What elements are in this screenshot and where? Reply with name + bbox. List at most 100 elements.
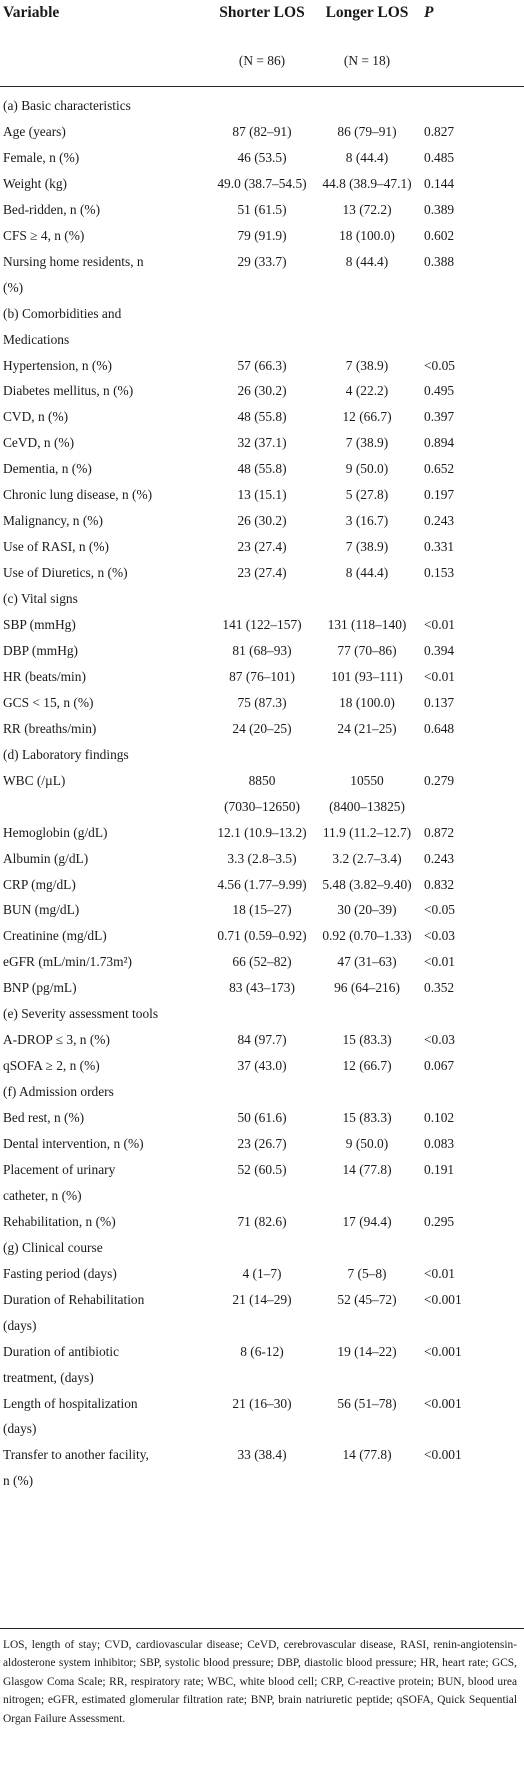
- variable-label: Duration of Rehabilitation: [3, 1291, 145, 1307]
- shorter-los-value: 32 (37.1): [237, 435, 287, 451]
- table-row: Age (years) 87 (82–91) 86 (79–91) 0.827: [0, 119, 524, 145]
- shorter-los-value: 12.1 (10.9–13.2): [217, 824, 307, 840]
- table-row: CRP (mg/dL) 4.56 (1.77–9.99) 5.48 (3.82–9.…: [0, 872, 524, 898]
- header-shorter-los: Shorter LOS: [219, 4, 305, 21]
- longer-los-value: 77 (70–86): [337, 642, 397, 658]
- variable-label: Hemoglobin (g/dL): [3, 824, 108, 840]
- variable-label: CeVD, n (%): [3, 435, 75, 451]
- table-row: CVD, n (%) 48 (55.8) 12 (66.7) 0.397: [0, 404, 524, 430]
- longer-los-value: 96 (64–216): [334, 980, 400, 996]
- table-row: CFS ≥ 4, n (%) 79 (91.9) 18 (100.0) 0.602: [0, 223, 524, 249]
- table-row: Hypertension, n (%) 57 (66.3) 7 (38.9) <0.0…: [0, 353, 524, 379]
- table-footnote: LOS, length of stay; CVD, cardiovascular…: [3, 1639, 517, 1725]
- p-value: <0.01: [424, 668, 455, 684]
- variable-label: CRP (mg/dL): [3, 876, 76, 892]
- table-row: Weight (kg) 49.0 (38.7–54.5) 44.8 (38.9–47…: [0, 171, 524, 197]
- table-row: Fasting period (days) 4 (1–7) 7 (5–8) <0.01: [0, 1261, 524, 1287]
- p-value: 0.153: [424, 565, 455, 581]
- shorter-los-value: 87 (76–101): [229, 668, 295, 684]
- shorter-los-value: 48 (55.8): [237, 409, 287, 425]
- variable-label: Albumin (g/dL): [3, 850, 89, 866]
- longer-los-value: 10550: [350, 772, 384, 788]
- variable-label: Dental intervention, n (%): [3, 1136, 144, 1151]
- shorter-los-value: 81 (68–93): [232, 642, 292, 658]
- section-row: (a) Basic characteristics: [0, 93, 524, 119]
- variable-label: HR (beats/min): [3, 668, 86, 684]
- shorter-los-value: 23 (27.4): [237, 539, 287, 555]
- variable-label: Malignancy, n (%): [3, 513, 103, 529]
- shorter-los-value: 87 (82–91): [232, 123, 292, 139]
- longer-los-value: 24 (21–25): [337, 720, 397, 736]
- longer-los-value: 19 (14–22): [337, 1343, 397, 1359]
- variable-label: Use of RASI, n (%): [3, 539, 109, 555]
- longer-los-value: 18 (100.0): [339, 227, 395, 243]
- section-row: (g) Clinical course: [0, 1235, 524, 1261]
- header-p: P: [424, 4, 434, 21]
- table-row: Albumin (g/dL) 3.3 (2.8–3.5) 3.2 (2.7–3.4)…: [0, 846, 524, 872]
- variable-label: Bed rest, n (%): [3, 1110, 85, 1126]
- p-value: 0.394: [424, 642, 455, 658]
- longer-los-value: 9 (50.0): [345, 461, 389, 477]
- p-value: <0.01: [424, 1265, 455, 1281]
- shorter-los-value: 8 (6-12): [240, 1343, 284, 1359]
- variable-label: eGFR (mL/min/1.73m²): [3, 954, 132, 970]
- table-row: Use of Diuretics, n (%) 23 (27.4) 8 (44.4)…: [0, 560, 524, 586]
- p-value: 0.067: [424, 1058, 455, 1074]
- shorter-los-value: 66 (52–82): [232, 954, 292, 970]
- longer-los-value: 5.48 (3.82–9.40): [322, 876, 412, 892]
- longer-los-value: 15 (83.3): [342, 1032, 392, 1048]
- p-value: 0.872: [424, 824, 455, 840]
- longer-los-value: 12 (66.7): [342, 409, 392, 425]
- variable-label: CFS ≥ 4, n (%): [3, 227, 85, 243]
- shorter-los-value: 49.0 (38.7–54.5): [217, 175, 307, 191]
- shorter-los-value: 83 (43–173): [229, 980, 295, 996]
- section-row: (c) Vital signs: [0, 586, 524, 612]
- table-row: BUN (mg/dL) 18 (15–27) 30 (20–39) <0.05: [0, 897, 524, 923]
- variable-label: Placement of urinary: [3, 1161, 116, 1177]
- variable-label-cont: n (%): [3, 1473, 34, 1489]
- longer-los-value: 52 (45–72): [337, 1291, 397, 1307]
- section-row: (b) Comorbidities and Medications: [0, 301, 524, 353]
- longer-los-value: 9 (50.0): [345, 1136, 389, 1151]
- p-value: 0.894: [424, 435, 455, 451]
- table-row: RR (breaths/min) 24 (20–25) 24 (21–25) 0.64…: [0, 716, 524, 742]
- variable-label: BUN (mg/dL): [3, 902, 80, 918]
- shorter-los-value: 29 (33.7): [237, 253, 287, 269]
- variable-label: CVD, n (%): [3, 409, 69, 425]
- shorter-los-value: 51 (61.5): [237, 201, 287, 217]
- p-value: <0.01: [424, 617, 455, 632]
- variable-label: Rehabilitation, n (%): [3, 1213, 116, 1229]
- longer-los-value: 7 (38.9): [345, 539, 389, 555]
- table-row: Transfer to another facility, n (%) 33 (38…: [0, 1442, 524, 1494]
- table-row: Bed-ridden, n (%) 51 (61.5) 13 (72.2) 0.389: [0, 197, 524, 223]
- longer-los-value: 7 (38.9): [345, 435, 389, 451]
- p-value: 0.279: [424, 772, 455, 788]
- p-value: 0.243: [424, 850, 455, 866]
- shorter-los-value: 23 (26.7): [237, 1136, 287, 1151]
- variable-label-cont: (days): [3, 1421, 37, 1437]
- table-row: SBP (mmHg) 141 (122–157) 131 (118–140) <0.0…: [0, 612, 524, 638]
- p-value: 0.495: [424, 383, 455, 399]
- section-label: (g) Clinical course: [3, 1239, 103, 1255]
- longer-los-value: 3 (16.7): [345, 513, 389, 529]
- variable-label: Dementia, n (%): [3, 461, 92, 477]
- longer-los-range: (8400–13825): [329, 798, 405, 814]
- header-shorter-n: (N = 86): [238, 53, 286, 68]
- p-value: <0.001: [424, 1395, 462, 1411]
- p-value: 0.137: [424, 694, 455, 710]
- longer-los-value: 47 (31–63): [337, 954, 397, 970]
- shorter-los-value: 52 (60.5): [237, 1161, 287, 1177]
- variable-label: SBP (mmHg): [3, 617, 76, 632]
- variable-label: qSOFA ≥ 2, n (%): [3, 1058, 100, 1074]
- variable-label: Weight (kg): [3, 175, 67, 191]
- variable-label: Nursing home residents, n: [3, 253, 144, 269]
- table-row: GCS < 15, n (%) 75 (87.3) 18 (100.0) 0.137: [0, 690, 524, 716]
- p-value: 0.827: [424, 123, 455, 139]
- longer-los-value: 7 (5–8): [347, 1265, 387, 1281]
- p-value: 0.652: [424, 461, 455, 477]
- p-value: <0.001: [424, 1343, 462, 1359]
- longer-los-value: 11.9 (11.2–12.7): [322, 824, 412, 840]
- shorter-los-value: 71 (82.6): [237, 1213, 287, 1229]
- longer-los-value: 14 (77.8): [342, 1161, 392, 1177]
- variable-label: A-DROP ≤ 3, n (%): [3, 1032, 110, 1048]
